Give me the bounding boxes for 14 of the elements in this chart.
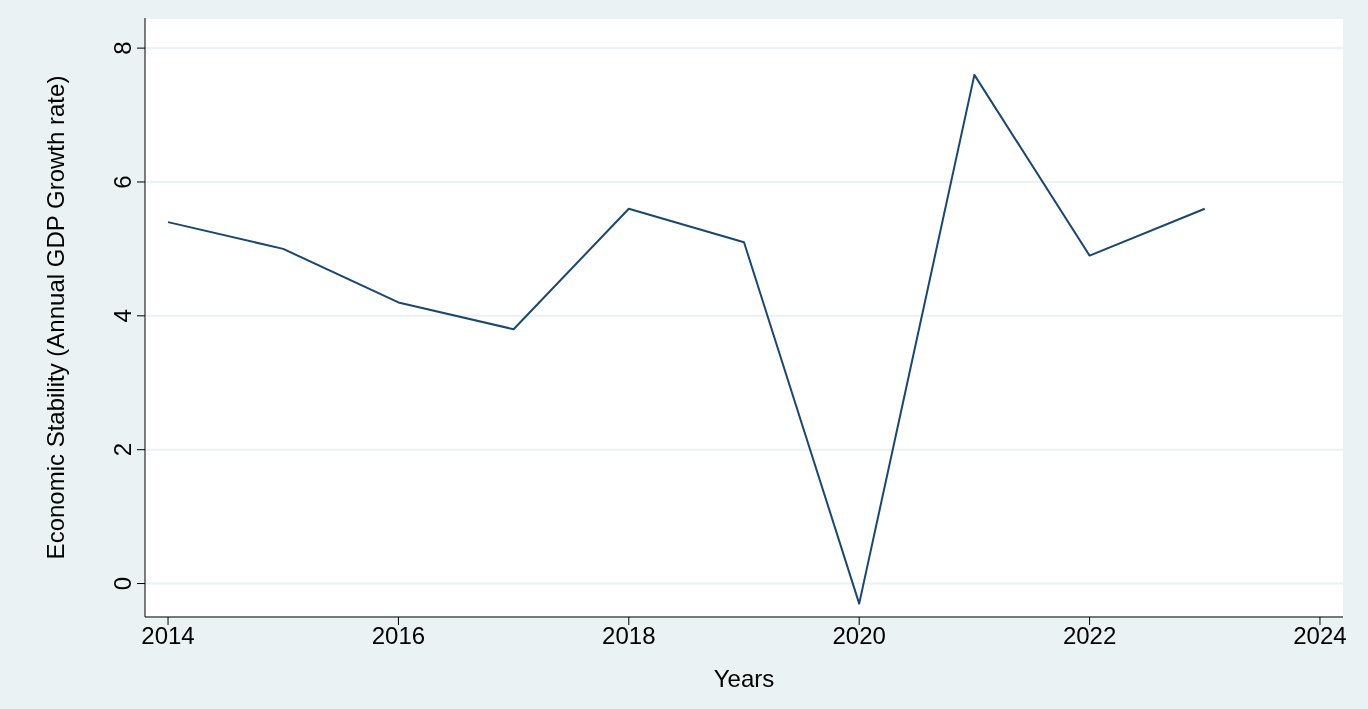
x-tick-label: 2024	[1293, 622, 1347, 650]
y-tick-label: 0	[109, 576, 136, 591]
y-tick-label: 8	[109, 41, 136, 55]
y-tick-label: 2	[109, 443, 136, 457]
line-series	[167, 73, 1206, 605]
x-tick-label: 2018	[602, 622, 656, 650]
y-axis-title: Economic Stability (Annual GDP Growth rate)	[41, 75, 69, 560]
x-tick-label: 2014	[141, 622, 195, 650]
x-axis-title: Years	[713, 665, 775, 692]
x-tick-label: 2020	[832, 622, 886, 650]
x-tick-label: 2022	[1062, 622, 1117, 650]
x-tick-label: 2016	[371, 622, 426, 650]
y-tick-label: 4	[109, 309, 136, 323]
y-tick-label: 6	[109, 175, 136, 189]
